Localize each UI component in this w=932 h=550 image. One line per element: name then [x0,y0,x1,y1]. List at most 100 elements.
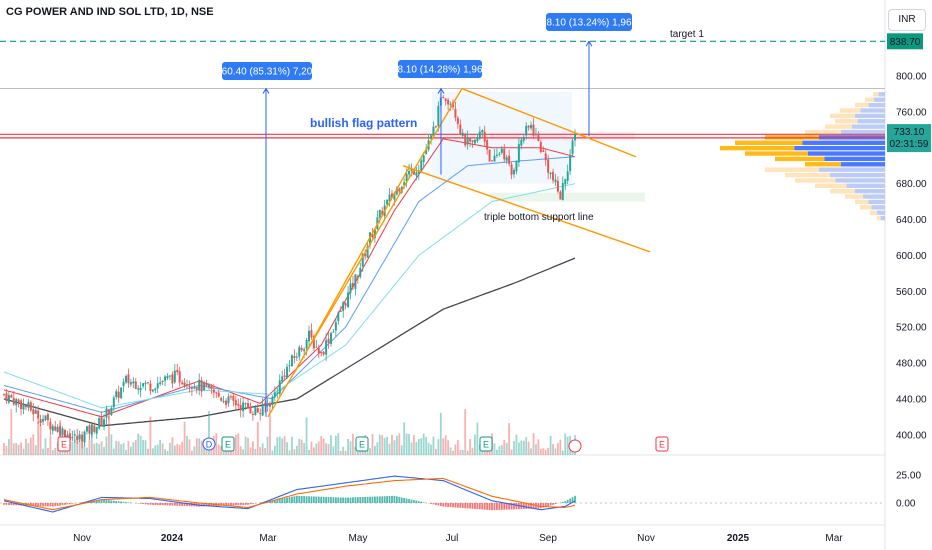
volume-bar [37,421,40,455]
macd-histogram-bar [156,503,159,506]
volume-bar [530,448,532,455]
volume-profile-bar-up [857,119,885,124]
volume-bar [100,441,103,455]
macd-histogram-bar [393,495,396,503]
volume-bar [139,435,142,455]
macd-histogram-bar [291,496,293,503]
volume-bar [496,449,498,455]
time-tick-label: 2024 [161,533,184,544]
candle-body [461,132,464,136]
volume-bar [51,449,54,455]
volume-bar [559,439,562,455]
candle-body [73,434,76,436]
macd-histogram-bar [488,503,491,510]
candle-body [54,426,57,431]
macd-histogram-bar [222,503,225,506]
future-earnings-marker [655,436,669,452]
volume-bar [120,444,123,455]
volume-bar [520,440,523,455]
macd-histogram-bar [164,503,166,506]
candle-body [83,431,86,443]
macd-histogram-bar [288,497,291,503]
volume-bar [476,422,479,455]
candle-body [276,392,279,394]
candle-body [393,192,396,200]
macd-histogram-bar [29,503,32,506]
candle-body [300,348,303,351]
oscillator-tick-label: 0.00 [896,499,916,510]
candle-body [481,129,484,133]
volume-bar [454,444,457,455]
volume-bar [498,446,501,455]
candle-body [288,365,291,367]
volume-bar [237,433,240,455]
measure-arrow-1-head [262,87,270,94]
volume-bar [435,448,437,455]
candle-body [15,398,18,406]
macd-histogram-bar [100,499,103,503]
macd-histogram-bar [532,503,535,509]
oscillator-tick-label: 25.00 [896,471,921,482]
price-tick-label: 600.00 [896,251,927,262]
macd-histogram-bar [3,503,5,505]
macd-histogram-bar [273,499,276,503]
candle-body [322,351,325,355]
price-tick-label: 400.00 [896,430,927,441]
volume-profile-bar-up [808,151,885,156]
volume-bar [339,450,342,455]
candle-body [361,253,364,267]
volume-bar [378,434,381,455]
candle-body [117,391,120,398]
candle-body [5,393,8,402]
ema100-line [3,183,576,409]
volume-bar [25,438,27,455]
volume-bar [381,435,384,455]
currency-selector[interactable]: INR [888,9,926,31]
candle-body [512,170,515,175]
volume-bar [95,442,98,455]
candle-body [317,347,320,354]
volume-profile-bar-up [874,97,885,102]
candle-body [166,375,169,379]
target-price-badge [887,33,923,50]
macd-histogram-bar [564,501,567,503]
candle-body [432,126,435,137]
candle-body [564,179,567,185]
candle-body [356,276,359,279]
candle-body [398,188,401,192]
volume-profile-bar-down [815,183,847,189]
volume-bar [64,450,66,455]
macd-histogram-bar [500,503,503,510]
volume-bar [566,436,569,455]
macd-histogram-bar [178,503,181,506]
volume-bar [239,446,242,455]
candle-body [132,381,135,384]
volume-bar [190,450,193,455]
volume-bar [166,450,169,455]
volume-profile-bar-up [802,140,885,145]
macd-histogram-bar [481,503,484,510]
volume-bar [535,444,537,455]
macd-histogram-bar [410,499,413,503]
candle-body [146,382,149,384]
volume-bar [376,442,379,455]
candle-body [85,426,88,432]
volume-bar [242,449,245,455]
volume-bar [103,446,105,455]
price-tick-label: 680.00 [896,179,927,190]
volume-profile-bar-up [852,124,885,129]
volume-bar [330,435,332,455]
candle-body [359,268,362,277]
macd-histogram-bar [283,498,286,503]
macd-histogram-bar [398,496,401,503]
macd-histogram-bar [391,495,393,503]
volume-bar [456,440,459,455]
candle-body [222,400,225,403]
macd-histogram-bar [452,503,454,508]
macd-histogram-bar [12,503,15,506]
candle-body [125,376,128,383]
measure2-label-bg [398,60,482,78]
volume-profile-bar-down [840,108,861,113]
volume-bar [539,448,542,455]
